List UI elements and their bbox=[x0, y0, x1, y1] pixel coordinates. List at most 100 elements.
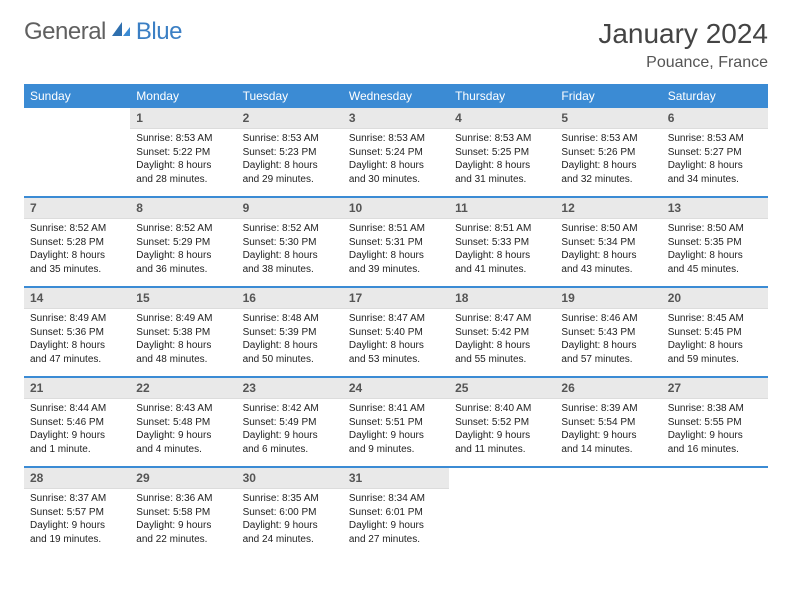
day-cell: 10Sunrise: 8:51 AMSunset: 5:31 PMDayligh… bbox=[343, 198, 449, 287]
day-number: 30 bbox=[237, 468, 343, 489]
day-number: 7 bbox=[24, 198, 130, 219]
day-number: 25 bbox=[449, 378, 555, 399]
day-header-row: Sunday Monday Tuesday Wednesday Thursday… bbox=[24, 84, 768, 108]
dayhead-thu: Thursday bbox=[449, 84, 555, 108]
day-number: 23 bbox=[237, 378, 343, 399]
sunrise-text: Sunrise: 8:50 AM bbox=[668, 222, 762, 236]
sunset-text: Sunset: 5:42 PM bbox=[455, 326, 549, 340]
day-number: 13 bbox=[662, 198, 768, 219]
day-number: 1 bbox=[130, 108, 236, 129]
day-body: Sunrise: 8:38 AMSunset: 5:55 PMDaylight:… bbox=[662, 399, 768, 466]
week-row: 14Sunrise: 8:49 AMSunset: 5:36 PMDayligh… bbox=[24, 288, 768, 377]
daylight-text: Daylight: 9 hours and 4 minutes. bbox=[136, 429, 230, 456]
day-body: Sunrise: 8:44 AMSunset: 5:46 PMDaylight:… bbox=[24, 399, 130, 466]
sunrise-text: Sunrise: 8:52 AM bbox=[136, 222, 230, 236]
day-cell: 8Sunrise: 8:52 AMSunset: 5:29 PMDaylight… bbox=[130, 198, 236, 287]
day-cell: 28Sunrise: 8:37 AMSunset: 5:57 PMDayligh… bbox=[24, 468, 130, 556]
day-number: 27 bbox=[662, 378, 768, 399]
week-row: 21Sunrise: 8:44 AMSunset: 5:46 PMDayligh… bbox=[24, 378, 768, 467]
sunset-text: Sunset: 5:40 PM bbox=[349, 326, 443, 340]
daylight-text: Daylight: 9 hours and 22 minutes. bbox=[136, 519, 230, 546]
day-cell: 6Sunrise: 8:53 AMSunset: 5:27 PMDaylight… bbox=[662, 108, 768, 197]
day-body: Sunrise: 8:45 AMSunset: 5:45 PMDaylight:… bbox=[662, 309, 768, 376]
day-body: Sunrise: 8:48 AMSunset: 5:39 PMDaylight:… bbox=[237, 309, 343, 376]
day-number: 12 bbox=[555, 198, 661, 219]
day-number: 4 bbox=[449, 108, 555, 129]
sunset-text: Sunset: 5:55 PM bbox=[668, 416, 762, 430]
daylight-text: Daylight: 9 hours and 9 minutes. bbox=[349, 429, 443, 456]
day-cell: 21Sunrise: 8:44 AMSunset: 5:46 PMDayligh… bbox=[24, 378, 130, 467]
sunset-text: Sunset: 5:30 PM bbox=[243, 236, 337, 250]
day-body: Sunrise: 8:42 AMSunset: 5:49 PMDaylight:… bbox=[237, 399, 343, 466]
sunrise-text: Sunrise: 8:39 AM bbox=[561, 402, 655, 416]
sunrise-text: Sunrise: 8:53 AM bbox=[455, 132, 549, 146]
day-body: Sunrise: 8:35 AMSunset: 6:00 PMDaylight:… bbox=[237, 489, 343, 556]
sunrise-text: Sunrise: 8:36 AM bbox=[136, 492, 230, 506]
day-cell: 5Sunrise: 8:53 AMSunset: 5:26 PMDaylight… bbox=[555, 108, 661, 197]
day-body: Sunrise: 8:49 AMSunset: 5:38 PMDaylight:… bbox=[130, 309, 236, 376]
day-number: 9 bbox=[237, 198, 343, 219]
daylight-text: Daylight: 8 hours and 53 minutes. bbox=[349, 339, 443, 366]
day-cell: 16Sunrise: 8:48 AMSunset: 5:39 PMDayligh… bbox=[237, 288, 343, 377]
day-body: Sunrise: 8:41 AMSunset: 5:51 PMDaylight:… bbox=[343, 399, 449, 466]
sunset-text: Sunset: 5:24 PM bbox=[349, 146, 443, 160]
sunrise-text: Sunrise: 8:53 AM bbox=[668, 132, 762, 146]
day-number: 24 bbox=[343, 378, 449, 399]
sunset-text: Sunset: 5:58 PM bbox=[136, 506, 230, 520]
day-cell: 12Sunrise: 8:50 AMSunset: 5:34 PMDayligh… bbox=[555, 198, 661, 287]
daylight-text: Daylight: 8 hours and 34 minutes. bbox=[668, 159, 762, 186]
daylight-text: Daylight: 8 hours and 59 minutes. bbox=[668, 339, 762, 366]
day-body: Sunrise: 8:53 AMSunset: 5:27 PMDaylight:… bbox=[662, 129, 768, 196]
sunset-text: Sunset: 5:38 PM bbox=[136, 326, 230, 340]
sunset-text: Sunset: 5:54 PM bbox=[561, 416, 655, 430]
sunrise-text: Sunrise: 8:43 AM bbox=[136, 402, 230, 416]
day-body: Sunrise: 8:46 AMSunset: 5:43 PMDaylight:… bbox=[555, 309, 661, 376]
day-body: Sunrise: 8:52 AMSunset: 5:30 PMDaylight:… bbox=[237, 219, 343, 286]
day-number: 2 bbox=[237, 108, 343, 129]
day-body: Sunrise: 8:36 AMSunset: 5:58 PMDaylight:… bbox=[130, 489, 236, 556]
day-body: Sunrise: 8:53 AMSunset: 5:25 PMDaylight:… bbox=[449, 129, 555, 196]
day-body: Sunrise: 8:34 AMSunset: 6:01 PMDaylight:… bbox=[343, 489, 449, 556]
day-cell bbox=[555, 468, 661, 556]
day-body: Sunrise: 8:51 AMSunset: 5:33 PMDaylight:… bbox=[449, 219, 555, 286]
sunset-text: Sunset: 5:31 PM bbox=[349, 236, 443, 250]
daylight-text: Daylight: 9 hours and 6 minutes. bbox=[243, 429, 337, 456]
day-number: 18 bbox=[449, 288, 555, 309]
daylight-text: Daylight: 8 hours and 29 minutes. bbox=[243, 159, 337, 186]
sunrise-text: Sunrise: 8:52 AM bbox=[30, 222, 124, 236]
sunset-text: Sunset: 5:35 PM bbox=[668, 236, 762, 250]
day-cell bbox=[449, 468, 555, 556]
day-cell: 31Sunrise: 8:34 AMSunset: 6:01 PMDayligh… bbox=[343, 468, 449, 556]
day-body: Sunrise: 8:50 AMSunset: 5:34 PMDaylight:… bbox=[555, 219, 661, 286]
location-label: Pouance, France bbox=[598, 54, 768, 72]
day-number: 6 bbox=[662, 108, 768, 129]
sunrise-text: Sunrise: 8:51 AM bbox=[349, 222, 443, 236]
sunset-text: Sunset: 5:46 PM bbox=[30, 416, 124, 430]
sunset-text: Sunset: 5:22 PM bbox=[136, 146, 230, 160]
sunset-text: Sunset: 6:01 PM bbox=[349, 506, 443, 520]
sunset-text: Sunset: 5:23 PM bbox=[243, 146, 337, 160]
day-cell: 1Sunrise: 8:53 AMSunset: 5:22 PMDaylight… bbox=[130, 108, 236, 197]
sunrise-text: Sunrise: 8:47 AM bbox=[349, 312, 443, 326]
day-cell: 18Sunrise: 8:47 AMSunset: 5:42 PMDayligh… bbox=[449, 288, 555, 377]
day-body bbox=[662, 474, 768, 534]
daylight-text: Daylight: 8 hours and 36 minutes. bbox=[136, 249, 230, 276]
day-body: Sunrise: 8:52 AMSunset: 5:29 PMDaylight:… bbox=[130, 219, 236, 286]
day-cell: 17Sunrise: 8:47 AMSunset: 5:40 PMDayligh… bbox=[343, 288, 449, 377]
calendar-table: Sunday Monday Tuesday Wednesday Thursday… bbox=[24, 84, 768, 556]
day-cell: 30Sunrise: 8:35 AMSunset: 6:00 PMDayligh… bbox=[237, 468, 343, 556]
sunset-text: Sunset: 5:25 PM bbox=[455, 146, 549, 160]
daylight-text: Daylight: 8 hours and 47 minutes. bbox=[30, 339, 124, 366]
daylight-text: Daylight: 9 hours and 19 minutes. bbox=[30, 519, 124, 546]
sunrise-text: Sunrise: 8:48 AM bbox=[243, 312, 337, 326]
day-number: 16 bbox=[237, 288, 343, 309]
day-number: 8 bbox=[130, 198, 236, 219]
brand-logo: General Blue bbox=[24, 18, 182, 46]
day-number: 26 bbox=[555, 378, 661, 399]
day-number: 3 bbox=[343, 108, 449, 129]
sunset-text: Sunset: 5:29 PM bbox=[136, 236, 230, 250]
day-cell: 2Sunrise: 8:53 AMSunset: 5:23 PMDaylight… bbox=[237, 108, 343, 197]
title-block: January 2024 Pouance, France bbox=[598, 18, 768, 72]
sunset-text: Sunset: 5:57 PM bbox=[30, 506, 124, 520]
sunset-text: Sunset: 6:00 PM bbox=[243, 506, 337, 520]
